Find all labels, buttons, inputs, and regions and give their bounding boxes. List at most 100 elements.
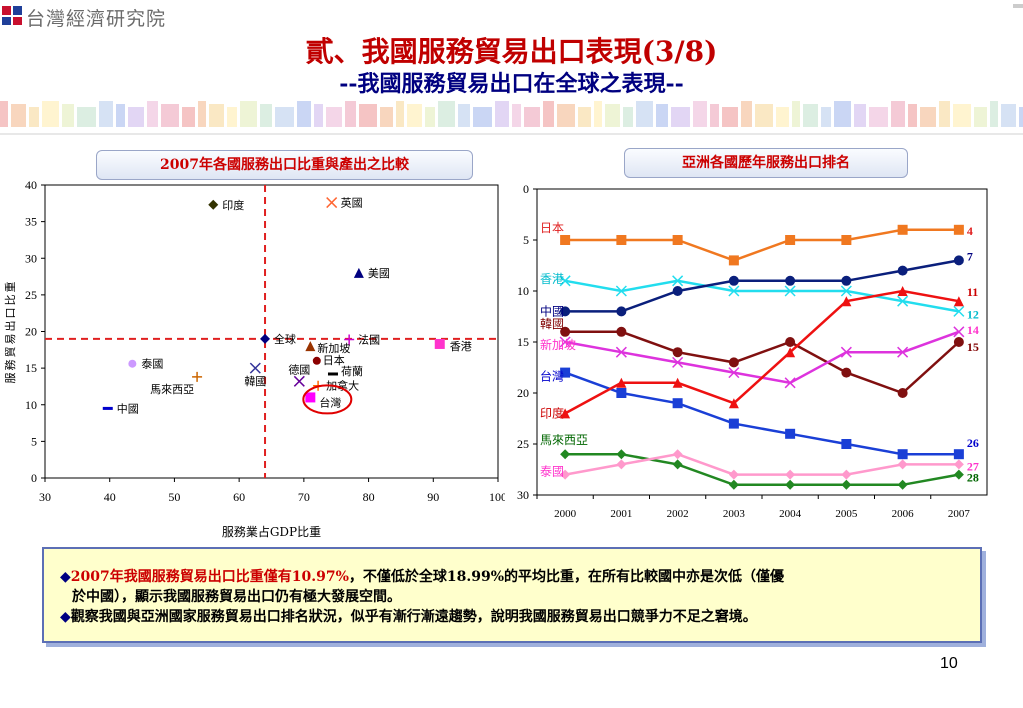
band-block — [636, 101, 653, 127]
x-tick-label: 2007 — [948, 508, 971, 520]
series-line-韓國 — [565, 330, 960, 395]
band-block — [198, 101, 206, 127]
series-point-中國 — [728, 275, 739, 286]
series-point-台灣 — [785, 428, 796, 439]
series-point-馬來西亞 — [616, 449, 627, 460]
band-block — [821, 107, 831, 127]
series-point-新加坡 — [728, 367, 740, 379]
corner-mark-icon — [1013, 4, 1023, 8]
band-block — [594, 101, 602, 127]
point-美國 — [353, 267, 364, 278]
series-point-香港 — [840, 285, 852, 297]
point-label-泰國: 泰國 — [141, 357, 163, 371]
x-tick-label: 40 — [104, 490, 116, 504]
series-point-馬來西亞 — [841, 479, 852, 490]
point-label-法國: 法國 — [358, 333, 380, 347]
series-label-泰國: 泰國 — [540, 465, 564, 479]
band-block — [974, 107, 987, 127]
band-block — [557, 104, 575, 127]
band-block — [314, 104, 323, 127]
note-line-1: ◆2007年我國服務貿易出口比重僅有10.97%，不僅低於全球18.99%的平均… — [60, 567, 980, 587]
band-block — [359, 104, 377, 127]
series-end-label-中國: 7 — [967, 249, 973, 263]
series-point-香港 — [897, 295, 909, 307]
band-block — [776, 107, 789, 127]
bullet-icon: ◆ — [60, 609, 71, 625]
point-新加坡 — [305, 341, 316, 352]
series-label-印度: 印度 — [540, 405, 564, 420]
y-tick-label: 20 — [25, 325, 37, 339]
y-tick-label: 20 — [517, 386, 529, 400]
point-台灣 — [305, 392, 316, 403]
point-label-英國: 英國 — [341, 196, 363, 210]
band-block — [345, 101, 356, 127]
series-point-馬來西亞 — [785, 479, 796, 490]
point-法國 — [344, 334, 355, 345]
series-point-泰國 — [841, 469, 852, 480]
band-block — [578, 107, 591, 127]
point-label-日本: 日本 — [323, 353, 345, 367]
series-point-印度 — [616, 377, 627, 388]
series-point-馬來西亞 — [728, 479, 739, 490]
series-line-日本 — [565, 228, 959, 262]
series-point-韓國 — [897, 388, 908, 398]
point-全球 — [260, 333, 271, 344]
series-line-台灣 — [564, 371, 959, 456]
band-block — [326, 107, 342, 127]
x-tick-label: 70 — [298, 490, 310, 504]
logo-text: 台灣經濟研究院 — [26, 8, 167, 30]
point-泰國 — [128, 359, 137, 368]
series-point-韓國 — [616, 326, 627, 337]
series-point-日本 — [953, 224, 964, 235]
band-block — [396, 101, 404, 127]
series-label-中國: 中國 — [540, 303, 564, 318]
page-number: 10 — [940, 655, 958, 672]
bullet-icon: ◆ — [60, 569, 71, 585]
series-point-台灣 — [560, 367, 571, 378]
y-tick-label: 15 — [25, 361, 37, 375]
band-block — [227, 107, 237, 127]
band-block — [29, 107, 39, 127]
notes-box: ◆2007年我國服務貿易出口比重僅有10.97%，不僅低於全球18.99%的平均… — [42, 547, 982, 643]
point-label-香港: 香港 — [450, 340, 472, 353]
band-block — [524, 107, 540, 127]
band-block — [240, 101, 257, 127]
band-block — [891, 101, 905, 127]
note-line-2: ◆觀察我國與亞洲國家服務貿易出口排名狀況，似乎有漸行漸遠趨勢，說明我國服務貿易出… — [60, 607, 980, 627]
band-block — [11, 104, 26, 127]
series-point-泰國 — [897, 459, 908, 470]
series-line-中國 — [565, 259, 960, 313]
x-tick-label: 60 — [233, 490, 245, 504]
band-block — [161, 104, 179, 127]
series-label-香港: 香港 — [540, 272, 564, 286]
band-block — [792, 101, 800, 127]
series-point-日本 — [785, 235, 796, 245]
point-馬來西亞 — [192, 371, 203, 382]
band-block — [512, 104, 521, 127]
series-point-日本 — [728, 255, 739, 266]
series-point-印度 — [953, 296, 964, 307]
x-axis-label: 服務業占GDP比重 — [222, 524, 321, 539]
series-point-中國 — [560, 306, 571, 317]
x-tick-label: 2000 — [554, 508, 577, 520]
band-block — [182, 107, 195, 127]
logo: 台灣經濟研究院 — [0, 0, 190, 30]
band-block — [693, 101, 707, 127]
series-point-印度 — [841, 296, 852, 307]
series-line-泰國 — [564, 452, 959, 476]
series-point-台灣 — [616, 388, 627, 398]
point-荷蘭 — [327, 372, 338, 376]
note-line-1-cont: 於中國），顯示我國服務貿易出口仍有極大發展空間。 — [72, 589, 401, 605]
x-tick-label: 90 — [427, 490, 439, 504]
point-label-馬來西亞: 馬來西亞 — [150, 383, 194, 396]
point-label-印度: 印度 — [222, 198, 244, 212]
band-block — [920, 107, 936, 127]
band-block — [275, 107, 294, 127]
note-text-2: 觀察我國與亞洲國家服務貿易出口排名狀況，似乎有漸行漸遠趨勢，說明我國服務貿易出口… — [70, 609, 757, 625]
band-block — [755, 104, 773, 127]
series-point-中國 — [841, 275, 852, 286]
series-point-泰國 — [560, 469, 571, 480]
x-tick-label: 2003 — [723, 508, 746, 520]
band-block — [116, 104, 125, 127]
series-point-香港 — [728, 285, 740, 297]
